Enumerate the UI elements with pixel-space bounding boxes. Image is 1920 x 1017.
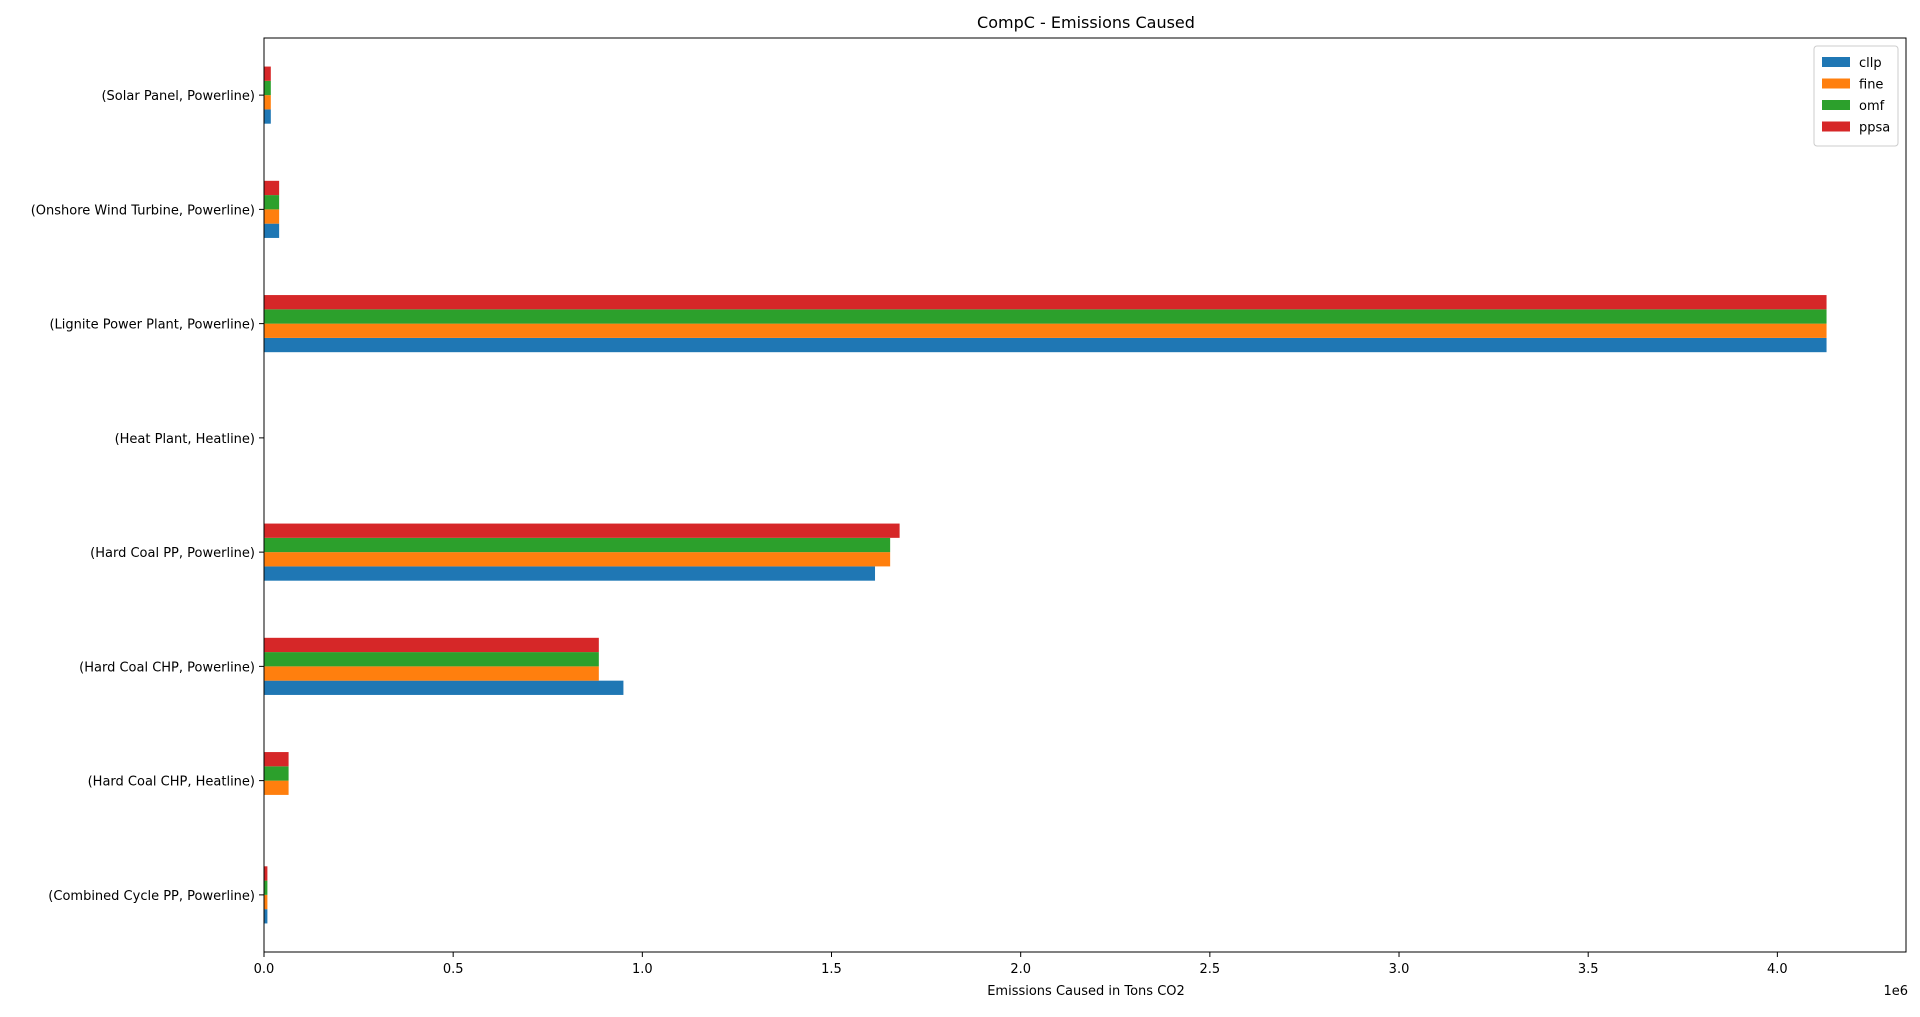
y-tick-label: (Onshore Wind Turbine, Powerline) xyxy=(31,203,255,218)
legend-label: ppsa xyxy=(1859,121,1890,136)
legend-swatch xyxy=(1822,100,1850,110)
legend-label: cllp xyxy=(1859,56,1882,71)
y-axis: (Combined Cycle PP, Powerline) (Hard Coal… xyxy=(31,89,264,904)
bar xyxy=(264,309,1827,324)
bar xyxy=(264,652,599,667)
bar xyxy=(264,866,268,881)
y-tick-label: (Hard Coal CHP, Powerline) xyxy=(79,660,255,675)
bar xyxy=(264,780,289,795)
legend-label: fine xyxy=(1859,78,1883,93)
bar xyxy=(264,337,1827,353)
bar xyxy=(264,909,268,924)
legend-swatch xyxy=(1822,57,1850,67)
bar xyxy=(264,323,1827,338)
bar xyxy=(264,637,599,653)
x-tick-label: 2.5 xyxy=(1200,962,1221,977)
legend-swatch xyxy=(1822,78,1850,89)
bar xyxy=(264,666,599,681)
bar xyxy=(264,66,271,81)
bar xyxy=(264,195,280,210)
x-axis-scale-label: 1e6 xyxy=(1883,984,1908,999)
x-tick-label: 4.0 xyxy=(1767,962,1788,977)
y-tick-label: (Solar Panel, Powerline) xyxy=(101,89,255,104)
y-tick-label: (Lignite Power Plant, Powerline) xyxy=(49,318,255,333)
bar xyxy=(264,537,891,553)
bar xyxy=(264,295,1827,310)
x-tick-label: 1.5 xyxy=(821,962,842,977)
bar xyxy=(264,880,268,895)
bar xyxy=(264,566,876,581)
x-tick-label: 3.5 xyxy=(1578,962,1599,977)
bar xyxy=(264,180,280,196)
bar xyxy=(264,766,289,781)
bar xyxy=(264,894,268,910)
y-tick-label: (Combined Cycle PP, Powerline) xyxy=(48,889,255,904)
legend-swatch xyxy=(1822,121,1850,132)
x-tick-label: 0.0 xyxy=(254,962,275,977)
x-axis: 0.0 0.5 1.0 1.5 2.0 2.5 3.0 3.5 4.0 xyxy=(254,952,1788,977)
x-axis-label: Emissions Caused in Tons CO2 xyxy=(987,984,1185,999)
bar xyxy=(264,523,900,538)
y-tick-label: (Hard Coal PP, Powerline) xyxy=(90,546,255,561)
legend-box xyxy=(1813,45,1899,147)
bar xyxy=(264,680,624,695)
y-tick-label: (Hard Coal CHP, Heatline) xyxy=(88,775,255,790)
x-tick-label: 0.5 xyxy=(443,962,464,977)
bar xyxy=(264,209,280,224)
legend: cllp fine omf ppsa xyxy=(1813,45,1899,147)
chart-title: CompC - Emissions Caused xyxy=(977,13,1195,32)
bars-layer xyxy=(264,66,1827,924)
bar xyxy=(264,752,289,767)
x-tick-label: 1.0 xyxy=(632,962,653,977)
x-tick-label: 2.0 xyxy=(1010,962,1031,977)
bar xyxy=(264,552,891,567)
plot-frame xyxy=(263,37,1907,953)
bar xyxy=(264,223,280,238)
x-tick-label: 3.0 xyxy=(1389,962,1410,977)
legend-label: omf xyxy=(1859,99,1885,114)
bar xyxy=(264,109,271,124)
bar xyxy=(264,95,271,110)
y-tick-label: (Heat Plant, Heatline) xyxy=(115,432,255,447)
bar xyxy=(264,80,271,96)
